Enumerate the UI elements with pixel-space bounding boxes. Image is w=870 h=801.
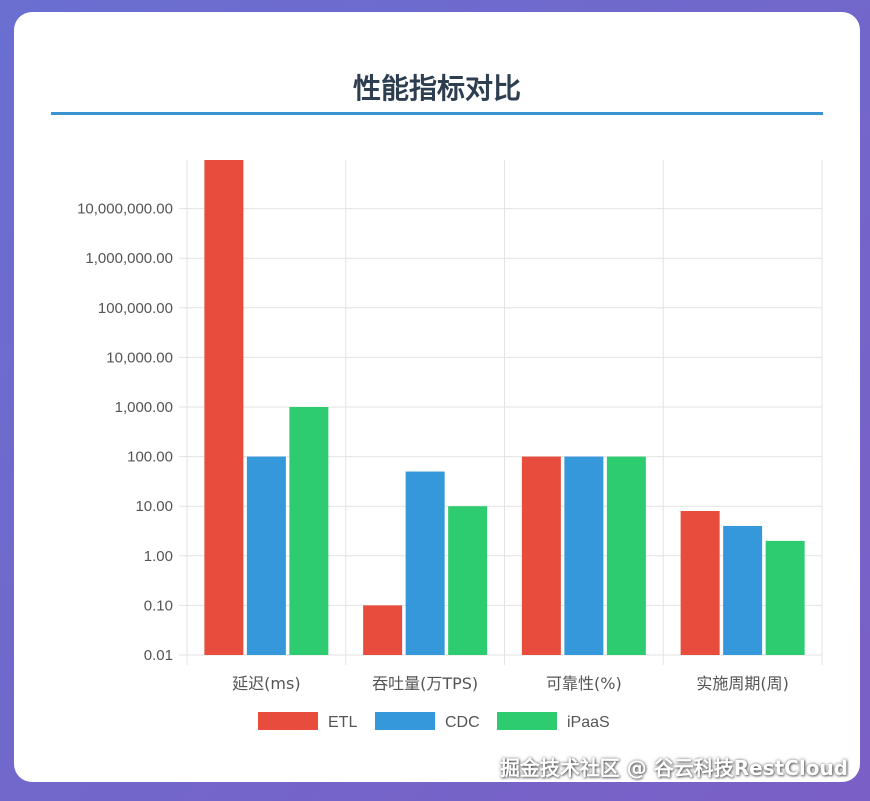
x-tick-label: 吞吐量(万TPS) xyxy=(372,674,478,693)
bar-etl-1 xyxy=(363,605,403,655)
bar-cdc-2 xyxy=(564,456,604,655)
bar-etl-0 xyxy=(204,160,244,655)
y-tick-label: 0.01 xyxy=(144,647,173,664)
bar-ipaas-0 xyxy=(289,407,329,655)
legend-label-ipaas: iPaaS xyxy=(567,714,610,731)
bar-etl-3 xyxy=(680,511,720,655)
watermark: 掘金技术社区 @ 谷云科技RestCloud xyxy=(499,756,848,780)
bar-ipaas-2 xyxy=(606,456,646,655)
y-tick-label: 10,000,000.00 xyxy=(77,201,173,218)
y-tick-label: 10.00 xyxy=(135,498,173,515)
x-tick-label: 实施周期(周) xyxy=(696,674,789,693)
y-tick-label: 10,000.00 xyxy=(106,349,173,366)
bar-ipaas-3 xyxy=(765,540,805,655)
bar-etl-2 xyxy=(521,456,561,655)
legend-label-etl: ETL xyxy=(328,714,357,731)
bar-cdc-3 xyxy=(723,525,763,655)
bar-cdc-1 xyxy=(405,471,445,655)
x-tick-label: 延迟(ms) xyxy=(232,674,300,693)
title-underline xyxy=(51,112,823,115)
y-tick-label: 100,000.00 xyxy=(98,300,173,317)
legend-swatch-ipaas xyxy=(497,712,557,730)
y-tick-label: 1.00 xyxy=(144,548,173,565)
x-tick-label: 可靠性(%) xyxy=(546,674,622,693)
y-tick-label: 100.00 xyxy=(127,449,173,466)
y-tick-label: 1,000.00 xyxy=(115,399,173,416)
legend-swatch-etl xyxy=(258,712,318,730)
legend-swatch-cdc xyxy=(375,712,435,730)
y-tick-label: 1,000,000.00 xyxy=(85,250,173,267)
legend-label-cdc: CDC xyxy=(445,714,480,731)
y-tick-label: 0.10 xyxy=(144,597,173,614)
bar-ipaas-1 xyxy=(448,506,488,655)
page-title: 性能指标对比 xyxy=(352,72,521,105)
bar-cdc-0 xyxy=(246,456,286,655)
